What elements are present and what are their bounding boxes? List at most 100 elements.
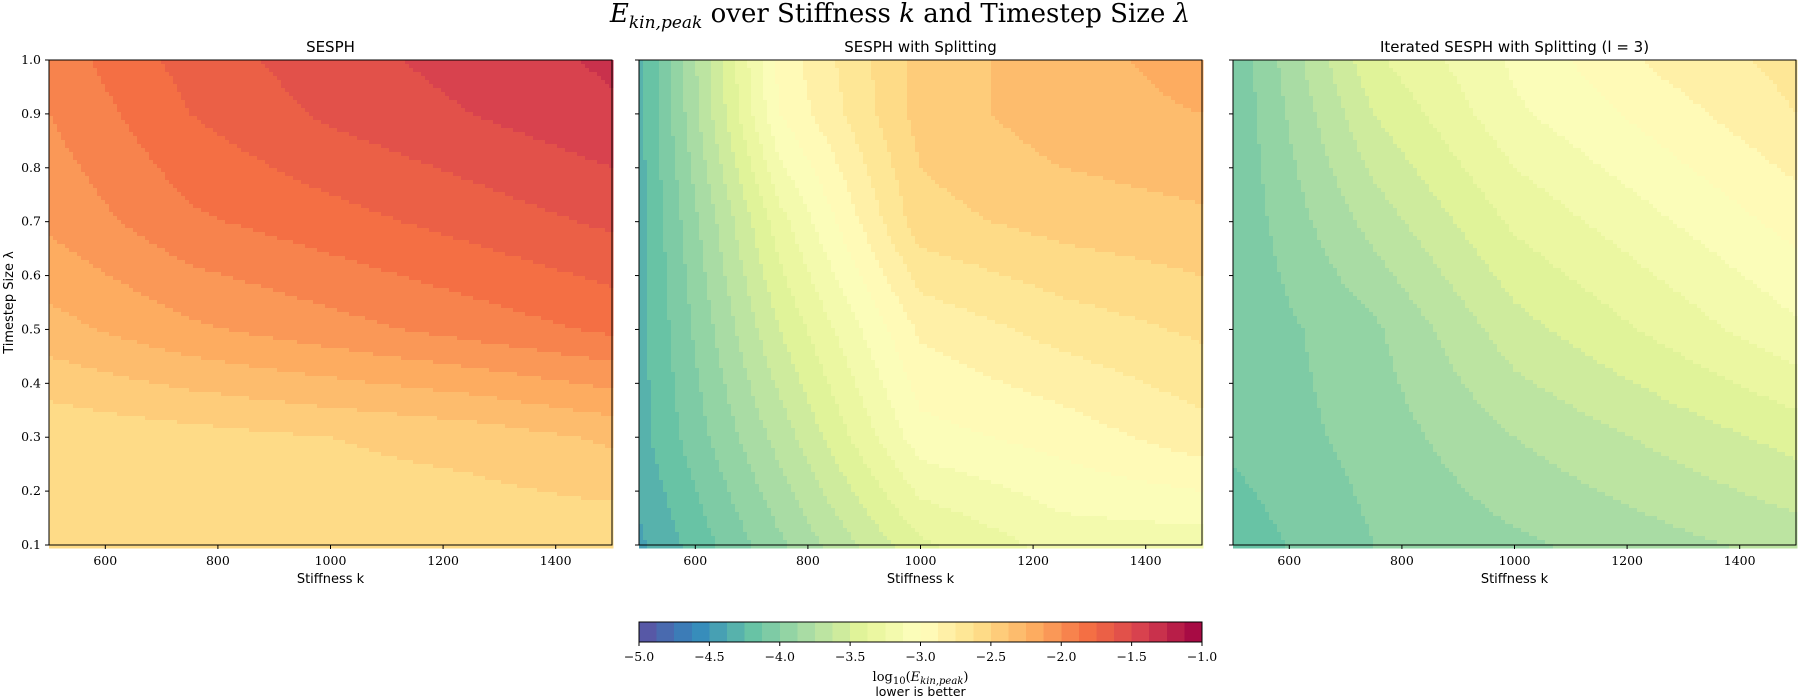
contour-cell (205, 156, 210, 161)
contour-cell (185, 76, 190, 81)
contour-cell (217, 136, 222, 141)
contour-cell (97, 148, 102, 153)
contour-cell (317, 100, 322, 105)
contour-cell (457, 128, 462, 133)
contour-cell (125, 76, 130, 81)
contour-cell (573, 60, 578, 65)
contour-cell (449, 164, 454, 169)
contour-cell (461, 140, 466, 145)
contour-cell (173, 124, 178, 129)
contour-cell (273, 156, 278, 161)
contour-cell (365, 60, 370, 65)
contour-cell (309, 128, 314, 133)
contour-cell (289, 124, 294, 129)
contour-cell (469, 120, 474, 125)
contour-cell (553, 76, 558, 81)
contour-cell (505, 104, 510, 109)
contour-cell (381, 128, 386, 133)
contour-cell (433, 164, 438, 169)
contour-cell (461, 136, 466, 141)
contour-cell (493, 132, 498, 137)
contour-cell (481, 164, 486, 169)
contour-cell (433, 80, 438, 85)
contour-cell (517, 128, 522, 133)
contour-cell (561, 136, 566, 141)
contour-cell (441, 88, 446, 93)
contour-cell (169, 176, 174, 181)
contour-cell (53, 160, 58, 165)
contour-cell (401, 116, 406, 121)
contour-cell (401, 120, 406, 125)
contour-cell (561, 88, 566, 93)
contour-cell (609, 140, 614, 145)
contour-cell (141, 100, 146, 105)
contour-cell (341, 168, 346, 173)
contour-cell (305, 136, 310, 141)
contour-cell (493, 128, 498, 133)
contour-cell (161, 176, 166, 181)
contour-cell (361, 84, 366, 89)
contour-cell (361, 60, 366, 65)
contour-cell (533, 76, 538, 81)
contour-cell (525, 120, 530, 125)
contour-cell (409, 92, 414, 97)
contour-cell (357, 164, 362, 169)
contour-cell (345, 88, 350, 93)
contour-cell (513, 132, 518, 137)
contour-cell (273, 160, 278, 165)
contour-cell (521, 96, 526, 101)
contour-cell (125, 104, 130, 109)
contour-cell (505, 156, 510, 161)
contour-cell (61, 148, 66, 153)
contour-cell (521, 168, 526, 173)
contour-cell (253, 84, 258, 89)
contour-cell (57, 152, 62, 157)
contour-cell (321, 108, 326, 113)
contour-cell (349, 160, 354, 165)
contour-cell (441, 120, 446, 125)
contour-cell (305, 96, 310, 101)
contour-cell (509, 92, 514, 97)
contour-cell (309, 104, 314, 109)
contour-cell (461, 144, 466, 149)
contour-cell (193, 172, 198, 177)
contour-cell (169, 64, 174, 69)
panels: 600 800 1000 1200 14000.10.20.30.40.50.60.70… (2, 38, 1798, 587)
contour-cell (421, 148, 426, 153)
contour-cell (501, 72, 506, 77)
contour-cell (529, 104, 534, 109)
contour-cell (57, 120, 62, 125)
contour-cell (209, 96, 214, 101)
contour-cell (345, 68, 350, 73)
contour-cell (137, 140, 142, 145)
contour-cell (501, 108, 506, 113)
contour-cell (317, 132, 322, 137)
contour-cell (497, 132, 502, 137)
contour-cell (601, 168, 606, 173)
contour-cell (285, 68, 290, 73)
contour-cell (585, 160, 590, 165)
contour-cell (85, 92, 90, 97)
contour-cell (529, 76, 534, 81)
contour-cell (421, 160, 426, 165)
contour-cell (245, 148, 250, 153)
contour-cell (453, 128, 458, 133)
contour-cell (393, 128, 398, 133)
contour-cell (485, 88, 490, 93)
contour-cell (93, 128, 98, 133)
contour-cell (173, 144, 178, 149)
contour-cell (549, 164, 554, 169)
contour-cell (97, 124, 102, 129)
contour-cell (309, 140, 314, 145)
contour-cell (581, 92, 586, 97)
contour-cell (157, 176, 162, 181)
contour-cell (521, 92, 526, 97)
contour-cell (397, 140, 402, 145)
contour-cell (313, 140, 318, 145)
contour-cell (101, 144, 106, 149)
contour-cell (557, 60, 562, 65)
contour-cell (109, 132, 114, 137)
contour-cell (377, 124, 382, 129)
contour-cell (77, 164, 82, 169)
contour-cell (349, 112, 354, 117)
